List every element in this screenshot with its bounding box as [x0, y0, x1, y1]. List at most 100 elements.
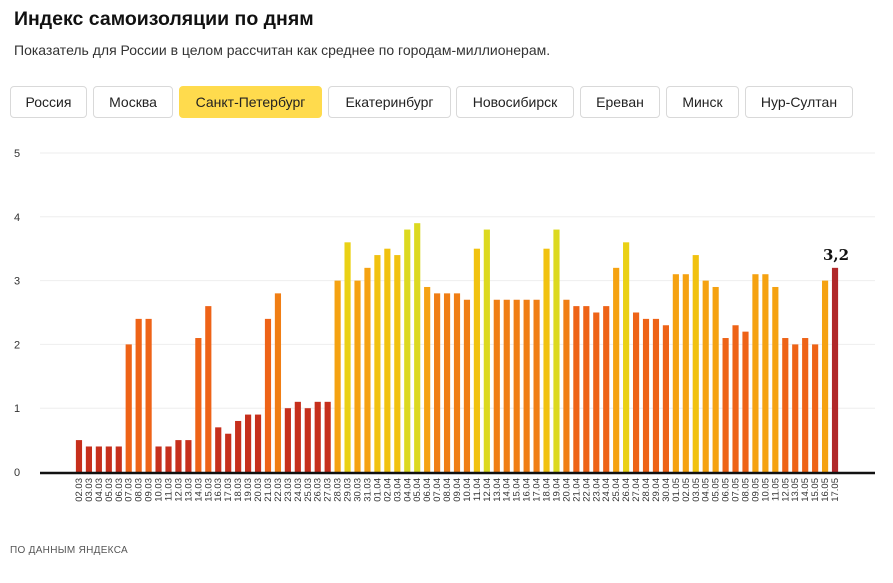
bar[interactable] [334, 280, 341, 472]
y-tick-label: 5 [14, 148, 20, 160]
tab-yekaterinburg[interactable]: Екатеринбург [328, 86, 451, 118]
bar[interactable] [424, 286, 431, 472]
bar[interactable] [632, 312, 640, 473]
bar[interactable] [772, 286, 779, 472]
bar[interactable] [195, 338, 202, 472]
bar[interactable] [254, 414, 262, 472]
bar[interactable] [523, 299, 530, 472]
bar[interactable] [662, 325, 669, 472]
bar[interactable] [732, 325, 739, 472]
tab-nur-sultan[interactable]: Нур-Султан [745, 86, 853, 118]
x-tick-label: 13.04 [492, 478, 503, 502]
bar[interactable] [95, 446, 102, 472]
bar[interactable] [235, 420, 242, 472]
tab-novosibirsk[interactable]: Новосибирск [456, 86, 574, 118]
bar[interactable] [185, 440, 192, 472]
bar[interactable] [294, 401, 301, 472]
bar[interactable] [463, 299, 471, 472]
bar[interactable] [503, 299, 510, 472]
bar[interactable] [593, 312, 600, 473]
bar[interactable] [314, 401, 321, 472]
bar[interactable] [443, 293, 451, 472]
bar[interactable] [215, 427, 222, 472]
bar[interactable] [245, 414, 252, 472]
bar[interactable] [533, 299, 540, 472]
y-tick-label: 2 [14, 339, 20, 351]
bar[interactable] [563, 299, 570, 472]
bar[interactable] [414, 223, 421, 472]
tab-moscow[interactable]: Москва [93, 86, 173, 118]
bar[interactable] [175, 440, 182, 472]
bar[interactable] [623, 242, 630, 472]
bar[interactable] [324, 401, 331, 472]
bar[interactable] [792, 344, 799, 472]
bar[interactable] [374, 255, 381, 472]
bar[interactable] [274, 293, 282, 472]
x-tick-label: 21.04 [571, 478, 582, 502]
bar[interactable] [812, 344, 819, 472]
bar[interactable] [434, 293, 441, 472]
y-tick-label: 1 [14, 403, 20, 415]
x-tick-label: 16.03 [213, 478, 224, 502]
bar[interactable] [394, 255, 401, 472]
bar[interactable] [603, 306, 610, 472]
bar[interactable] [75, 440, 83, 472]
bar[interactable] [821, 280, 829, 472]
tab-minsk[interactable]: Минск [666, 86, 739, 118]
bar[interactable] [702, 280, 709, 472]
bar[interactable] [284, 408, 291, 472]
bar[interactable] [145, 318, 152, 472]
x-tick-label: 08.04 [442, 478, 453, 502]
x-tick-label: 30.03 [353, 478, 364, 502]
bar[interactable] [453, 293, 461, 472]
tab-saint-petersburg[interactable]: Санкт-Петербург [179, 86, 322, 118]
tab-yerevan[interactable]: Ереван [580, 86, 660, 118]
y-tick-label: 0 [14, 467, 20, 479]
bar[interactable] [205, 306, 212, 472]
bar[interactable] [682, 274, 689, 472]
bar[interactable] [384, 248, 391, 472]
bar[interactable] [344, 242, 351, 472]
bar[interactable] [802, 338, 809, 472]
bar[interactable] [712, 286, 719, 472]
bar[interactable] [354, 280, 361, 472]
bar[interactable] [613, 267, 620, 472]
tab-russia[interactable]: Россия [10, 86, 87, 118]
x-tick-label: 13.03 [183, 478, 194, 502]
bar[interactable] [762, 274, 769, 472]
bar[interactable] [782, 338, 789, 472]
bar[interactable] [404, 229, 411, 472]
bar[interactable] [553, 229, 560, 472]
x-tick-label: 22.03 [273, 478, 284, 502]
x-tick-label: 04.05 [701, 478, 712, 502]
bar[interactable] [483, 229, 490, 472]
bar[interactable] [125, 344, 132, 472]
bar[interactable] [364, 267, 371, 472]
highlight-value-label: 3,2 [823, 246, 849, 264]
bar[interactable] [225, 433, 232, 472]
bar[interactable] [304, 408, 311, 472]
bar[interactable] [752, 274, 759, 472]
bar[interactable] [165, 446, 172, 472]
x-axis-ticks: 02.0303.0304.0305.0306.0307.0308.0309.03… [74, 478, 841, 502]
bar[interactable] [583, 306, 590, 472]
bar[interactable] [831, 267, 839, 472]
bar[interactable] [493, 299, 500, 472]
bar[interactable] [742, 331, 749, 472]
bar[interactable] [652, 318, 660, 472]
bar[interactable] [543, 248, 550, 472]
bar[interactable] [692, 255, 699, 472]
bar[interactable] [105, 446, 112, 472]
bar[interactable] [264, 318, 272, 472]
bar[interactable] [573, 306, 580, 472]
bar[interactable] [115, 446, 122, 472]
bar[interactable] [473, 248, 480, 472]
bar[interactable] [642, 318, 650, 472]
y-axis-ticks: 0 1 2 3 4 5 [14, 148, 20, 479]
bar[interactable] [135, 318, 142, 472]
bar[interactable] [722, 338, 729, 472]
bar[interactable] [85, 446, 93, 472]
bar[interactable] [672, 274, 679, 472]
bar[interactable] [155, 446, 162, 472]
bar[interactable] [513, 299, 520, 472]
